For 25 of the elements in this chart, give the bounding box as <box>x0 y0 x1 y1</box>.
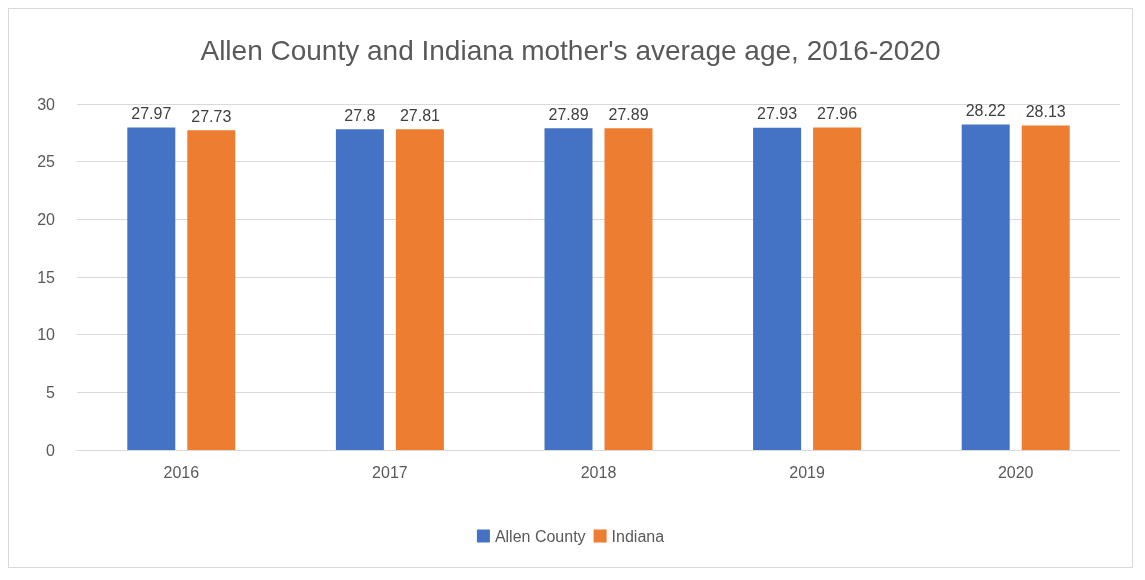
x-tick-label: 2019 <box>789 463 825 481</box>
data-label: 27.89 <box>548 105 589 123</box>
x-tick-label: 2016 <box>163 463 200 481</box>
data-label: 27.89 <box>608 105 649 123</box>
legend-label: Allen County <box>494 527 586 545</box>
x-tick-label: 2018 <box>580 463 617 481</box>
data-label: 27.8 <box>344 106 376 124</box>
legend-label: Indiana <box>611 527 665 545</box>
data-label: 27.73 <box>191 107 232 125</box>
data-label: 28.13 <box>1025 103 1066 121</box>
data-label: 28.22 <box>965 102 1006 120</box>
y-tick-label: 15 <box>37 268 56 286</box>
y-tick-label: 10 <box>37 326 56 344</box>
data-label: 27.96 <box>817 105 858 123</box>
y-tick-label: 30 <box>37 95 56 113</box>
data-label: 27.93 <box>757 105 798 123</box>
data-label: 27.81 <box>399 106 441 124</box>
y-tick-label: 0 <box>46 441 56 459</box>
y-tick-label: 5 <box>46 383 56 401</box>
y-tick-label: 25 <box>37 153 56 171</box>
y-tick-label: 20 <box>37 210 56 228</box>
data-label: 27.97 <box>131 104 172 122</box>
x-tick-label: 2020 <box>997 463 1034 481</box>
chart-title: Allen County and Indiana mother's average age, 2016-2020 <box>200 34 941 66</box>
x-tick-label: 2017 <box>372 463 408 481</box>
